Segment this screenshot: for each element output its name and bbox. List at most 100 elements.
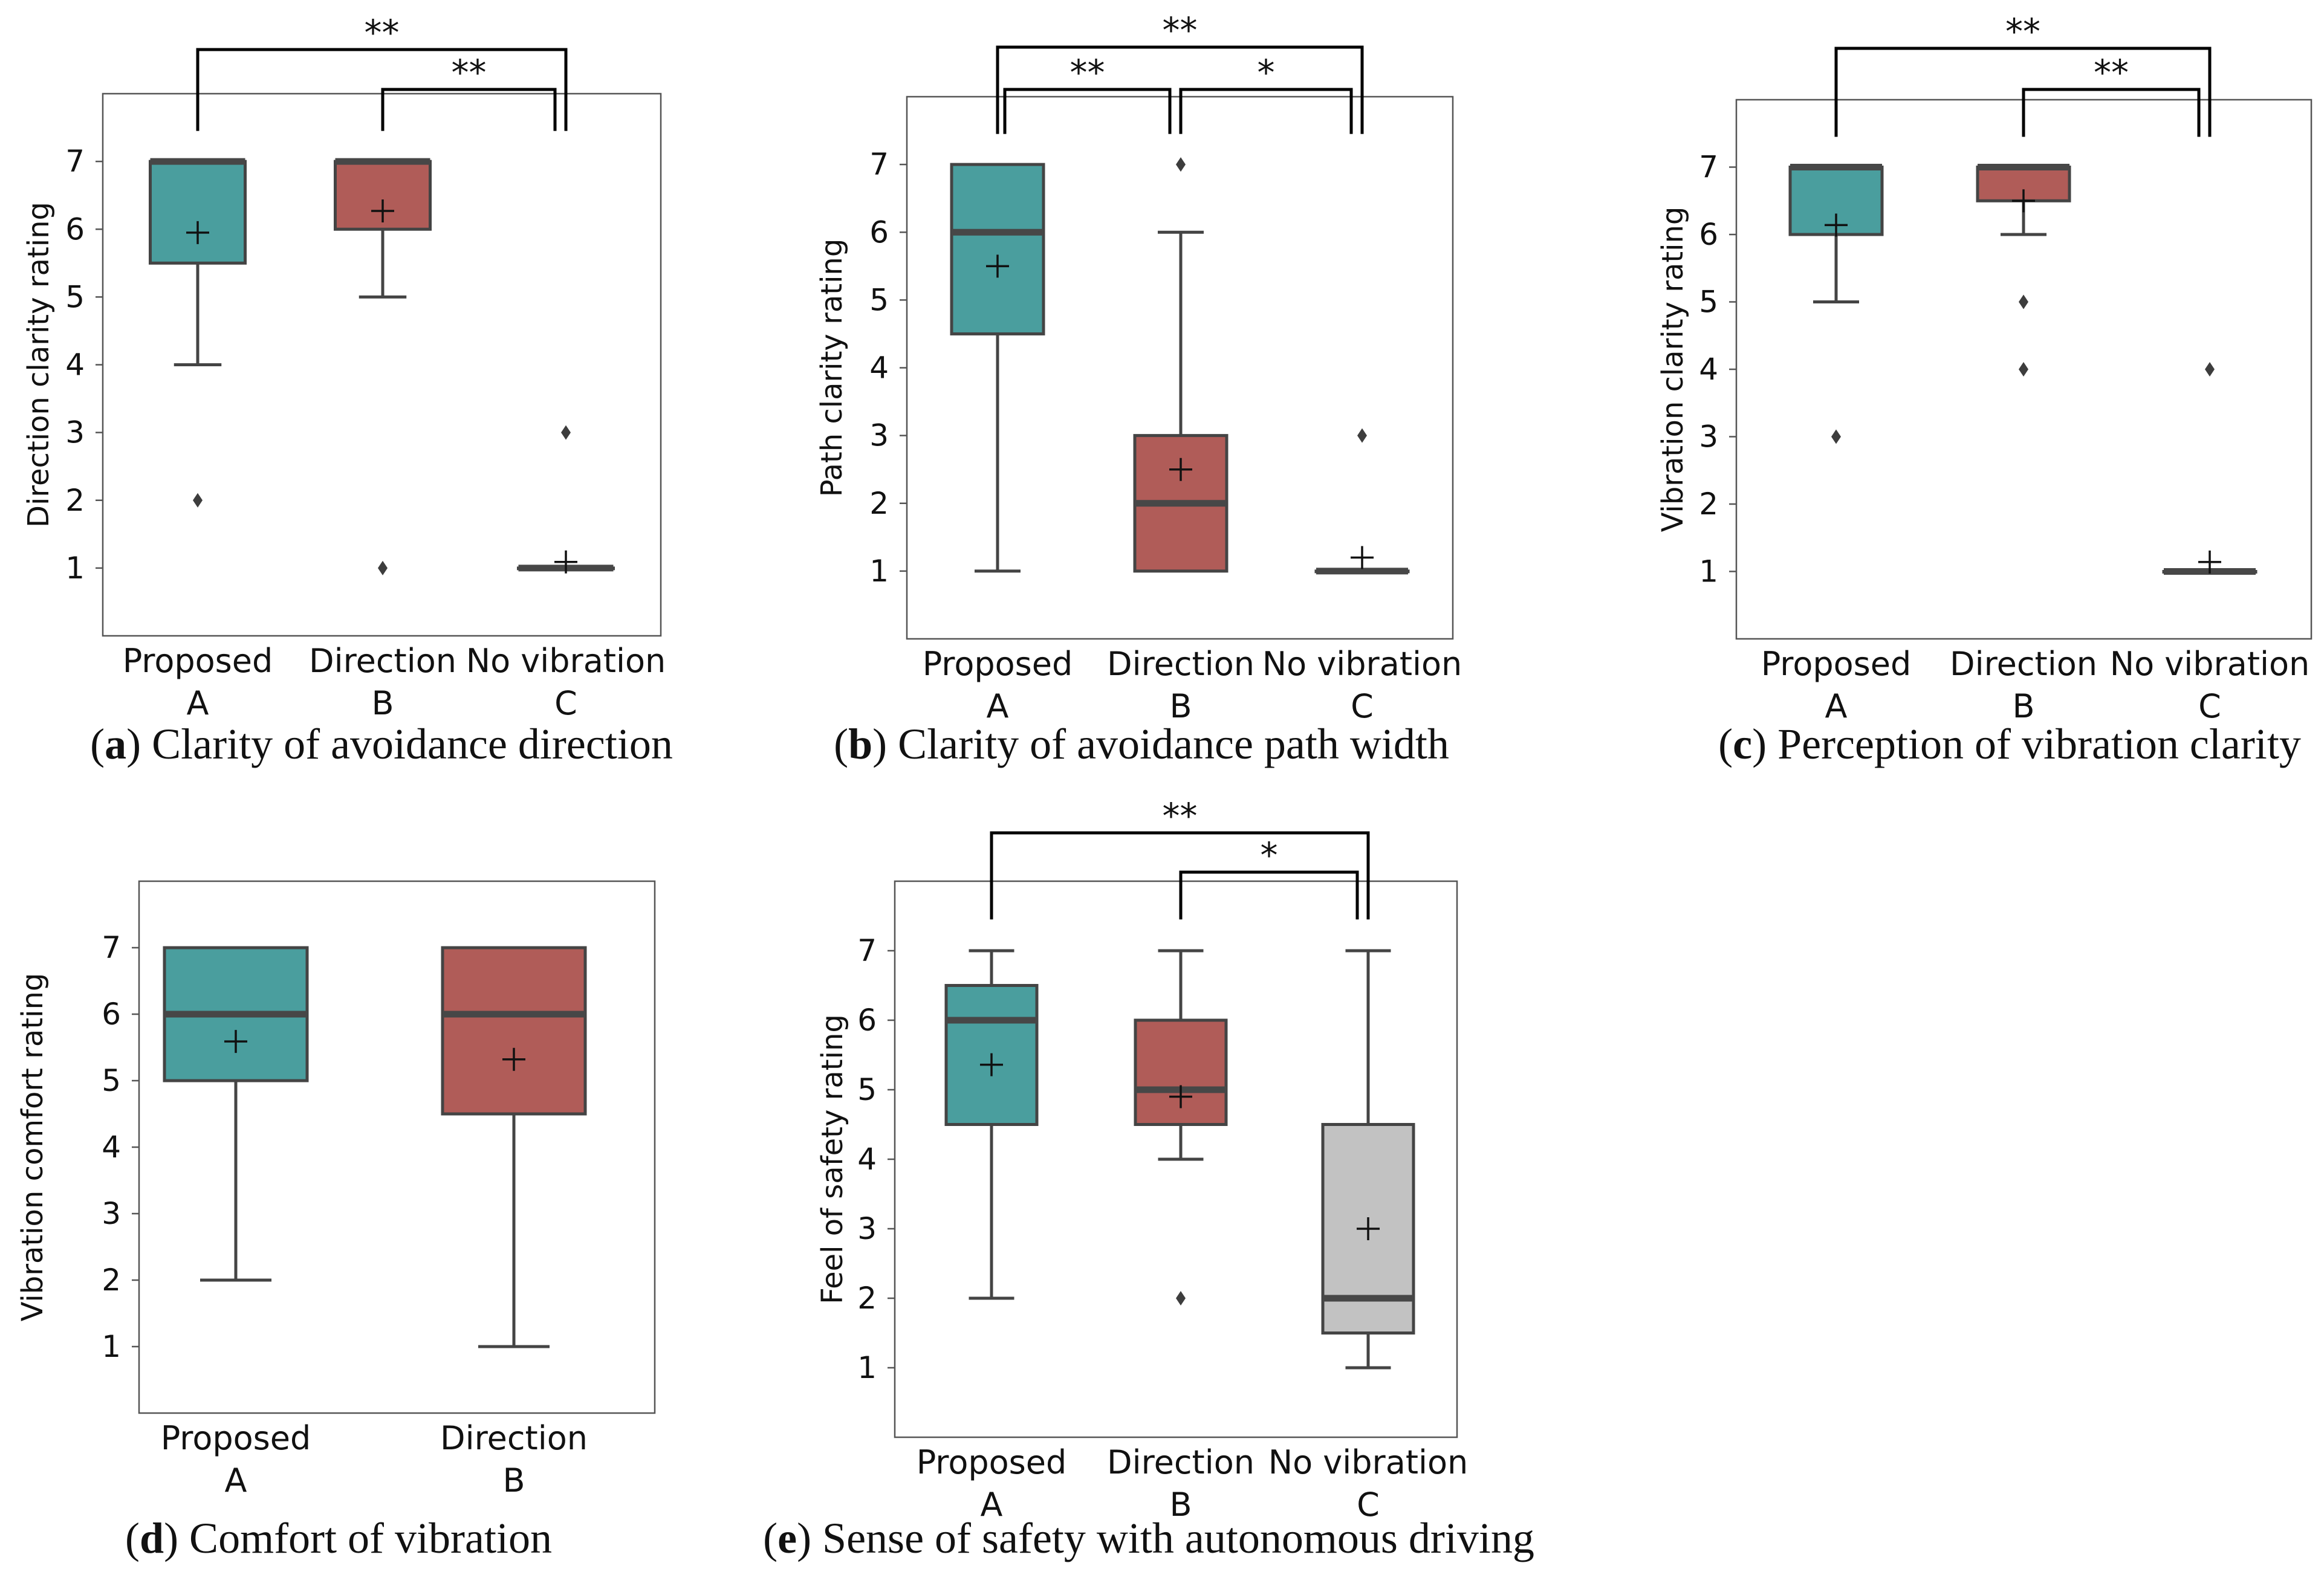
iqr-box: [1134, 1018, 1228, 1126]
y-axis-label: Feel of safety rating: [816, 1014, 849, 1304]
y-tick-label-2: 2: [857, 1281, 877, 1316]
y-tick-label-3: 3: [869, 418, 889, 453]
y-tick-label-7: 7: [65, 144, 85, 179]
y-tick-label-2: 2: [102, 1263, 121, 1298]
caption-close: ): [1752, 720, 1777, 768]
caption-open: (: [834, 720, 848, 768]
x-category-label: Direction: [1950, 645, 2097, 683]
y-tick-label-4: 4: [65, 348, 85, 383]
x-category-letter: A: [987, 687, 1009, 725]
y-tick-label-3: 3: [857, 1211, 877, 1246]
box-group-B: Direction B: [440, 946, 588, 1500]
iqr-box: [441, 946, 587, 1116]
significance-stars: *: [1258, 52, 1275, 93]
y-axis-label: Direction clarity rating: [22, 202, 56, 528]
y-tick-label-5: 5: [65, 279, 85, 314]
panel-caption: (e) Sense of safety with autonomous driv…: [763, 1514, 1534, 1562]
y-tick-label-6: 6: [869, 215, 889, 250]
x-category-label: No vibration: [1262, 645, 1462, 683]
outlier-point: [1176, 1291, 1186, 1305]
box-group-C: No vibration C: [2110, 362, 2310, 725]
y-tick-label-5: 5: [102, 1063, 121, 1098]
caption-open: (: [1718, 720, 1733, 768]
box-group-A: Proposed A: [923, 163, 1073, 725]
bracket-line: [2022, 88, 2201, 137]
significance-bracket: **: [990, 795, 1370, 920]
outlier-point: [1357, 428, 1367, 443]
box-group-C: No vibration C: [1262, 428, 1462, 725]
y-tick-label-4: 4: [1699, 352, 1718, 387]
y-tick-label-6: 6: [1699, 217, 1718, 252]
caption-letter: b: [848, 720, 872, 768]
box-group-B: Direction B: [309, 158, 456, 722]
caption-text: Sense of safety with autonomous driving: [822, 1514, 1534, 1562]
y-tick-label-4: 4: [102, 1130, 121, 1165]
caption-letter: d: [140, 1514, 164, 1562]
y-tick-label-1: 1: [1699, 554, 1718, 589]
x-category-label: Direction: [1107, 1443, 1255, 1481]
x-category-label: Proposed: [923, 645, 1073, 683]
x-category-letter: C: [1351, 687, 1374, 725]
x-category-letter: C: [554, 684, 577, 722]
x-category-letter: A: [187, 684, 209, 722]
chart-panel-a: 1 2 3 4 5 6 7 Direction clarity rating Proposed A…: [22, 12, 673, 768]
significance-stars: *: [1261, 835, 1278, 876]
x-category-label: No vibration: [2110, 645, 2310, 683]
significance-bracket: *: [1179, 835, 1359, 920]
significance-stars: **: [2094, 52, 2129, 93]
outlier-point: [2205, 362, 2215, 377]
box-group-C: No vibration C: [1268, 949, 1468, 1524]
x-category-letter: B: [371, 684, 394, 722]
mean-marker: [1169, 1085, 1192, 1108]
y-axis-label: Path clarity rating: [815, 239, 849, 497]
y-axis-label: Vibration comfort rating: [16, 973, 50, 1322]
x-category-label: Proposed: [161, 1419, 311, 1457]
x-category-label: Direction: [1107, 645, 1255, 683]
y-tick-label-5: 5: [1699, 285, 1718, 320]
x-category-letter: A: [1825, 687, 1848, 725]
significance-bracket: *: [1179, 52, 1353, 134]
y-tick-label-7: 7: [857, 933, 877, 968]
chart-panel-e: 1 2 3 4 5 6 7 Feel of safety rating Proposed A Dir…: [763, 795, 1534, 1562]
bracket-line: [381, 88, 557, 131]
caption-text: Clarity of avoidance path width: [898, 720, 1449, 768]
bracket-line: [1834, 47, 2212, 137]
mean-marker: [1357, 1217, 1380, 1240]
significance-bracket: **: [196, 12, 568, 131]
x-category-label: Proposed: [917, 1443, 1067, 1481]
mean-marker: [502, 1047, 525, 1071]
outlier-point: [193, 493, 203, 508]
outlier-point: [378, 560, 388, 575]
mean-marker: [1351, 546, 1374, 569]
caption-open: (: [125, 1514, 140, 1562]
mean-marker: [980, 1053, 1003, 1076]
x-category-label: No vibration: [466, 642, 666, 680]
y-tick-label-5: 5: [857, 1072, 877, 1107]
chart-panel-d: 1 2 3 4 5 6 7 Vibration comfort rating Proposed A…: [16, 880, 656, 1562]
y-tick-label-3: 3: [65, 415, 85, 450]
bracket-line: [996, 45, 1364, 134]
iqr-box: [950, 163, 1045, 335]
mean-marker: [1825, 213, 1848, 237]
chart-panel-b: 1 2 3 4 5 6 7 Path clarity rating Proposed A Direc…: [815, 10, 1462, 768]
x-category-letter: A: [225, 1461, 247, 1500]
y-tick-label-1: 1: [857, 1350, 877, 1385]
y-tick-label-4: 4: [857, 1142, 877, 1177]
box-group-B: Direction B: [1950, 164, 2097, 725]
chart-panel-c: 1 2 3 4 5 6 7 Vibration clarity rating Proposed A…: [1656, 11, 2313, 768]
y-tick-label-7: 7: [102, 930, 121, 965]
x-category-letter: C: [1357, 1486, 1380, 1524]
iqr-box: [149, 160, 247, 265]
caption-close: ): [797, 1514, 822, 1562]
significance-stars: **: [1163, 10, 1198, 51]
significance-stars: **: [452, 52, 487, 93]
significance-stars: **: [365, 12, 400, 53]
y-tick-label-2: 2: [869, 486, 889, 521]
mean-marker: [986, 254, 1009, 278]
y-tick-label-4: 4: [869, 351, 889, 386]
significance-stars: **: [2005, 11, 2040, 52]
mean-marker: [224, 1030, 247, 1053]
bracket-line: [196, 48, 568, 131]
bracket-line: [1179, 88, 1353, 134]
significance-bracket: **: [1003, 52, 1172, 134]
